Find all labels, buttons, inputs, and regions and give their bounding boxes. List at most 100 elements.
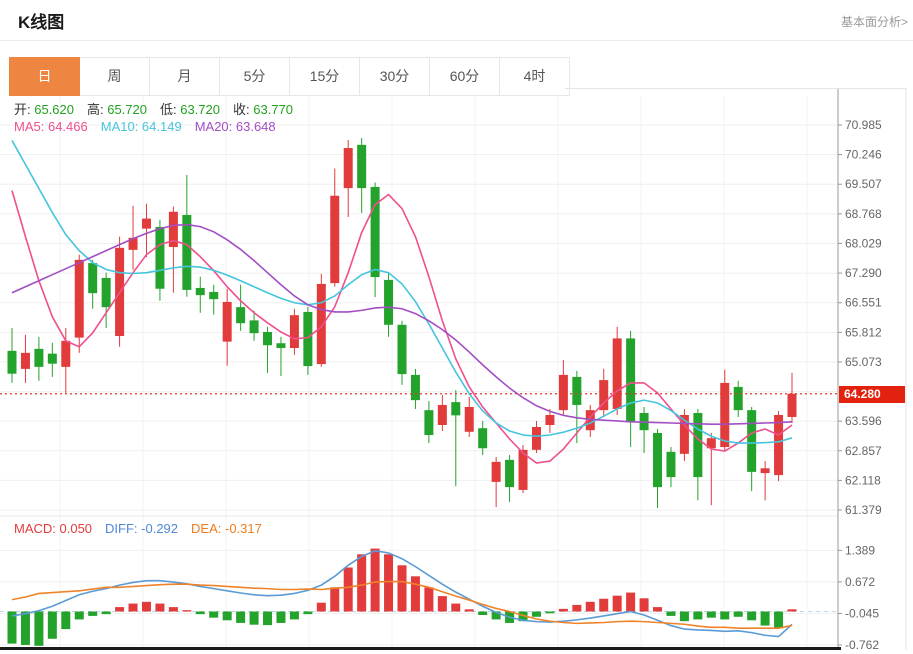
candle-body bbox=[384, 280, 393, 325]
macd-hist-bar bbox=[344, 568, 353, 612]
macd-hist-bar bbox=[545, 612, 554, 614]
candle-body bbox=[8, 351, 17, 374]
candle-body bbox=[478, 428, 487, 448]
legend-item: MA20: 63.648 bbox=[195, 119, 276, 134]
candle-body bbox=[761, 468, 770, 473]
candle-body bbox=[102, 278, 111, 307]
candle-body bbox=[734, 387, 743, 410]
macd-hist-bar bbox=[774, 612, 783, 629]
legend-item: 收: 63.770 bbox=[233, 102, 293, 117]
legend-item: DEA: -0.317 bbox=[191, 521, 262, 536]
macd-hist-bar bbox=[317, 603, 326, 612]
candle-body bbox=[223, 302, 232, 342]
candle-body bbox=[545, 415, 554, 425]
candle-body bbox=[720, 383, 729, 447]
candle-body bbox=[424, 410, 433, 435]
candle-body bbox=[666, 452, 675, 477]
y-axis-label: 68.029 bbox=[845, 236, 882, 250]
macd-hist-bar bbox=[371, 549, 380, 612]
candle-body bbox=[48, 354, 57, 364]
candle-body bbox=[61, 341, 70, 367]
y-axis-label: 65.812 bbox=[845, 325, 882, 339]
macd-hist-bar bbox=[21, 612, 30, 645]
macd-hist-bar bbox=[559, 609, 568, 612]
macd-hist-bar bbox=[586, 602, 595, 612]
macd-hist-bar bbox=[196, 612, 205, 615]
macd-hist-bar bbox=[357, 554, 366, 611]
macd-hist-bar bbox=[734, 612, 743, 617]
macd-hist-bar bbox=[169, 607, 178, 611]
macd-hist-bar bbox=[532, 612, 541, 617]
macd-hist-bar bbox=[61, 612, 70, 630]
candle-body bbox=[209, 292, 218, 299]
candle-body bbox=[788, 394, 797, 417]
macd-legend: MACD: 0.050DIFF: -0.292DEA: -0.317 bbox=[14, 521, 275, 536]
legend-item: 低: 63.720 bbox=[160, 102, 220, 117]
ma10-line bbox=[12, 140, 792, 443]
candle-body bbox=[34, 349, 43, 367]
candle-body bbox=[559, 375, 568, 410]
macd-hist-bar bbox=[465, 609, 474, 611]
y-axis-label: 1.389 bbox=[845, 543, 875, 557]
candle-body bbox=[21, 353, 30, 369]
candle-body bbox=[492, 462, 501, 482]
candle-body bbox=[465, 407, 474, 432]
y-axis-label: 65.073 bbox=[845, 355, 882, 369]
legend-item: MACD: 0.050 bbox=[14, 521, 92, 536]
macd-hist-bar bbox=[155, 604, 164, 612]
macd-hist-bar bbox=[572, 605, 581, 612]
macd-hist-bar bbox=[761, 612, 770, 626]
candle-body bbox=[330, 196, 339, 283]
candle-body bbox=[572, 377, 581, 405]
candle-body bbox=[438, 405, 447, 425]
candle-body bbox=[290, 315, 299, 348]
macd-hist-bar bbox=[303, 612, 312, 615]
macd-hist-bar bbox=[626, 593, 635, 612]
candle-body bbox=[142, 219, 151, 229]
candle-body bbox=[276, 343, 285, 348]
candle-body bbox=[317, 284, 326, 364]
macd-hist-bar bbox=[209, 612, 218, 618]
macd-hist-bar bbox=[330, 587, 339, 611]
macd-hist-bar bbox=[788, 609, 797, 611]
macd-hist-bar bbox=[75, 612, 84, 620]
macd-hist-bar bbox=[263, 612, 272, 626]
candle-body bbox=[250, 320, 259, 333]
macd-hist-bar bbox=[693, 612, 702, 620]
legend-item: 开: 65.620 bbox=[14, 102, 74, 117]
macd-hist-bar bbox=[666, 612, 675, 616]
ohlc-legend: 开: 65.620高: 65.720低: 63.720收: 63.770 bbox=[14, 99, 306, 118]
macd-hist-bar bbox=[411, 576, 420, 611]
macd-hist-bar bbox=[653, 607, 662, 611]
y-axis-label: 69.507 bbox=[845, 177, 882, 191]
macd-hist-bar bbox=[129, 604, 138, 612]
macd-hist-bar bbox=[48, 612, 57, 639]
candle-body bbox=[505, 460, 514, 487]
candle-body bbox=[371, 187, 380, 277]
macd-hist-bar bbox=[102, 612, 111, 615]
candle-body bbox=[155, 227, 164, 289]
candle-body bbox=[653, 433, 662, 487]
candle-body bbox=[398, 325, 407, 374]
y-axis-label: 66.551 bbox=[845, 296, 882, 310]
macd-hist-bar bbox=[599, 599, 608, 612]
macd-hist-bar bbox=[384, 554, 393, 611]
candle-body bbox=[747, 410, 756, 472]
macd-hist-bar bbox=[613, 596, 622, 612]
macd-hist-bar bbox=[478, 612, 487, 616]
kline-page: K线图 基本面分析> 日周月5分15分30分60分4时 70.98570.246… bbox=[0, 0, 913, 654]
macd-hist-bar bbox=[88, 612, 97, 616]
macd-hist-bar bbox=[182, 610, 191, 611]
y-axis-label: 63.596 bbox=[845, 414, 882, 428]
macd-hist-bar bbox=[290, 612, 299, 620]
candle-body bbox=[626, 338, 635, 422]
candle-body bbox=[411, 375, 420, 400]
macd-hist-bar bbox=[142, 602, 151, 612]
macd-hist-bar bbox=[236, 612, 245, 623]
candle-body bbox=[451, 402, 460, 415]
macd-hist-bar bbox=[398, 565, 407, 611]
macd-hist-bar bbox=[223, 612, 232, 621]
macd-hist-bar bbox=[276, 612, 285, 623]
candle-body bbox=[236, 307, 245, 323]
macd-hist-bar bbox=[720, 612, 729, 620]
